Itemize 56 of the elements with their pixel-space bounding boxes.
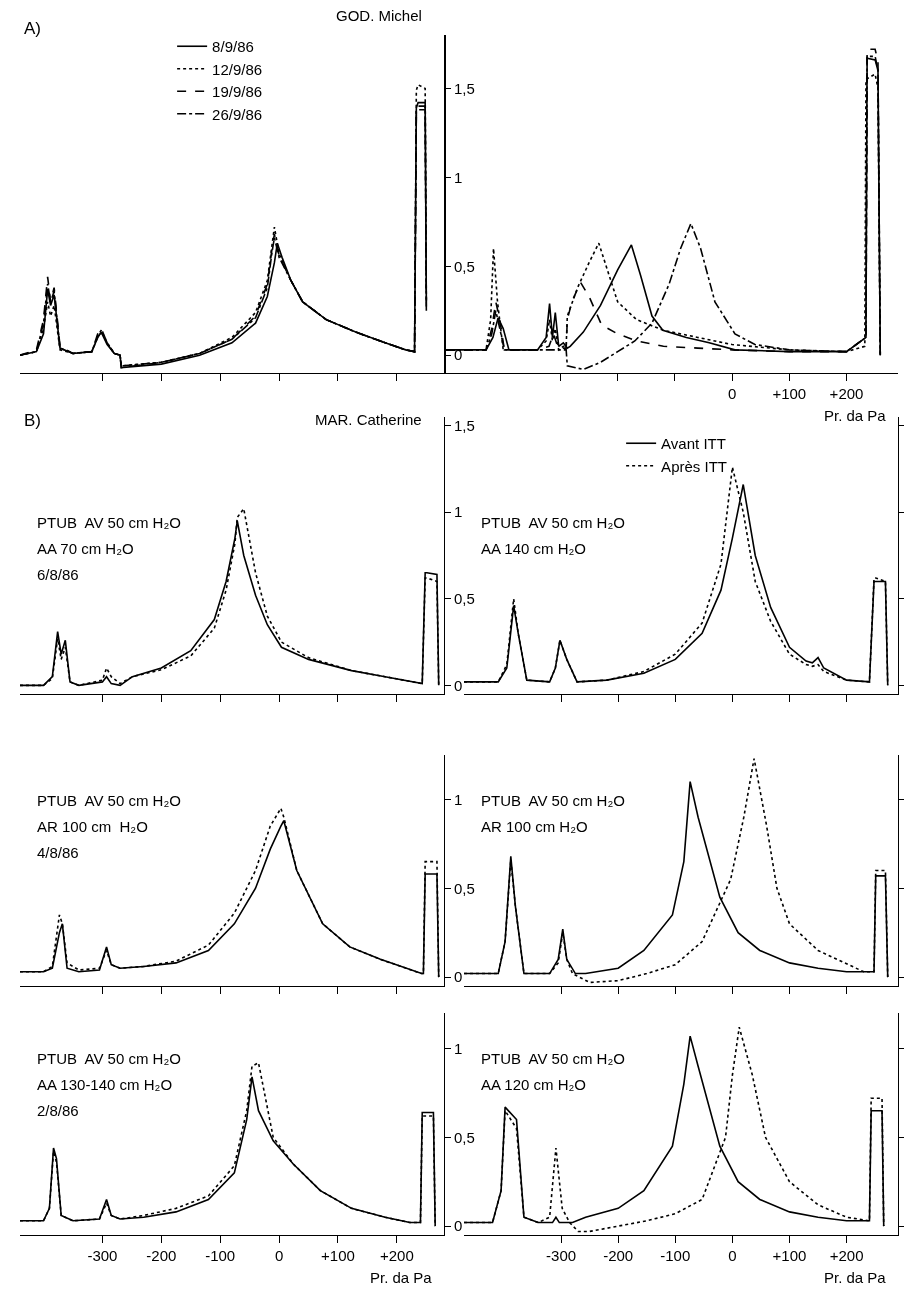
legend-label: 26/9/86: [212, 105, 263, 123]
annotation: AA 70 cm H₂O: [37, 540, 134, 557]
x-tick-label: 0: [727, 385, 737, 402]
annotation: 2/8/86: [37, 1102, 79, 1119]
annotation: AA 130-140 cm H₂O: [37, 1076, 173, 1093]
legend-label: Avant ITT: [661, 435, 726, 453]
x-tick-label: -200: [146, 1247, 177, 1264]
chart-title: B): [24, 411, 41, 430]
y-tick-label: 1: [454, 790, 463, 808]
y-tick-label: 0,5: [454, 590, 475, 608]
x-tick-label: -100: [205, 1247, 236, 1264]
x-tick-label: -300: [87, 1247, 118, 1264]
x-tick-label: +100: [772, 385, 807, 402]
y-tick-label: 0,5: [454, 879, 475, 897]
y-tick-label: 0,5: [454, 1128, 475, 1146]
annotation: AR 100 cm H₂O: [481, 818, 588, 835]
y-tick-label: 0,5: [454, 257, 475, 275]
x-tick-label: 0: [728, 1247, 737, 1264]
annotation: 4/8/86: [37, 844, 79, 861]
y-tick-label: 1,5: [454, 79, 475, 97]
annotation: 6/8/86: [37, 566, 79, 583]
x-axis-title: Pr. da Pa: [824, 1269, 887, 1286]
y-tick-label: 0: [454, 968, 463, 986]
annotation: PTUB AV 50 cm H₂O: [481, 1050, 625, 1067]
y-tick-label: 0: [454, 676, 463, 694]
annotation: PTUB AV 50 cm H₂O: [37, 1050, 181, 1067]
x-tick-label: -200: [603, 1247, 634, 1264]
annotation: AR 100 cm H₂O: [37, 818, 148, 835]
x-tick-label: +200: [829, 385, 864, 402]
x-tick-label: -100: [660, 1247, 691, 1264]
annotation: PTUB AV 50 cm H₂O: [37, 792, 181, 809]
annotation: AA 140 cm H₂O: [481, 540, 587, 557]
chart-subtitle: GOD. Michel: [336, 7, 422, 24]
annotation: PTUB AV 50 cm H₂O: [481, 792, 625, 809]
x-tick-label: +200: [829, 1247, 864, 1264]
annotation: PTUB AV 50 cm H₂O: [37, 514, 181, 531]
y-tick-label: 1: [454, 168, 463, 186]
legend-label: 19/9/86: [212, 83, 263, 101]
x-tick-label: -300: [546, 1247, 577, 1264]
annotation: PTUB AV 50 cm H₂O: [481, 514, 625, 531]
x-axis-title: Pr. da Pa: [370, 1269, 433, 1286]
annotation: AA 120 cm H₂O: [481, 1076, 587, 1093]
legend-label: 8/9/86: [212, 38, 254, 56]
chart-subtitle: MAR. Catherine: [315, 411, 422, 428]
y-tick-label: 1: [454, 503, 463, 521]
legend-label: 12/9/86: [212, 60, 263, 78]
y-tick-label: 0: [454, 1217, 463, 1235]
chart-title: A): [24, 19, 41, 38]
x-tick-label: +100: [772, 1247, 807, 1264]
x-tick-label: +200: [380, 1247, 414, 1264]
y-tick-label: 1,5: [454, 416, 475, 434]
x-tick-label: +100: [321, 1247, 355, 1264]
x-axis-title: Pr. da Pa: [824, 407, 887, 424]
legend-label: Après ITT: [661, 457, 727, 475]
y-tick-label: 1: [454, 1039, 463, 1057]
x-tick-label: 0: [274, 1247, 284, 1264]
